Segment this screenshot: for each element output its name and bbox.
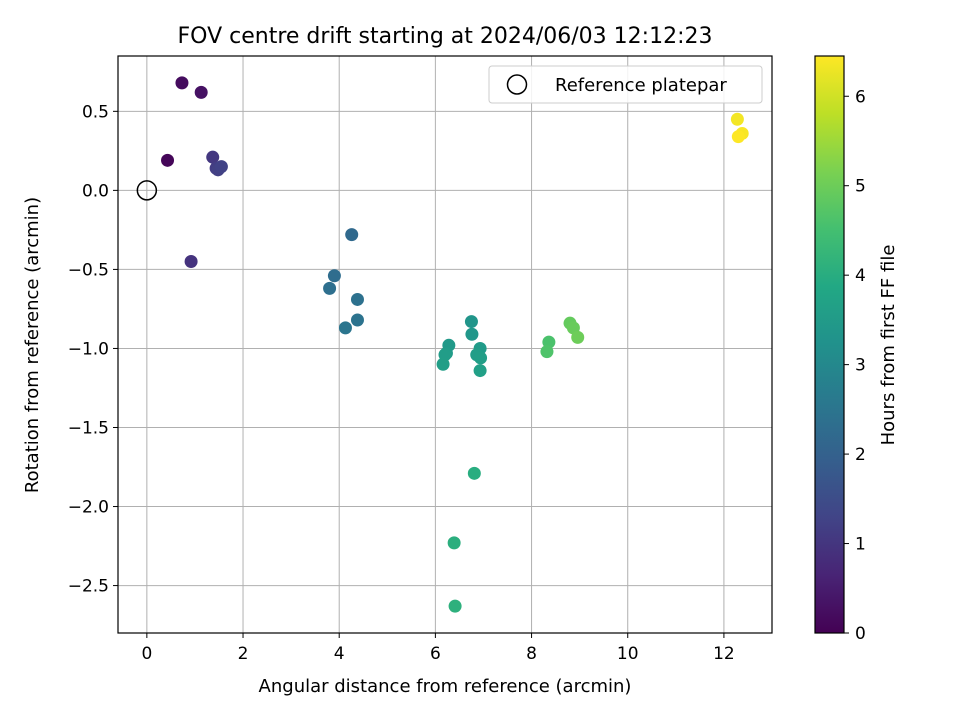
data-point [467, 466, 481, 480]
data-point [338, 321, 352, 335]
y-tick-label: −2.5 [68, 577, 109, 597]
data-point [206, 150, 220, 164]
x-axis-label: Angular distance from reference (arcmin) [259, 676, 632, 697]
x-tick-label: 10 [617, 644, 639, 664]
data-point [448, 599, 462, 613]
colorbar-tick-label: 0 [855, 624, 866, 644]
legend-marker-icon [506, 74, 528, 95]
y-axis-ticks: 0.5 0.0 −0.5 −1.0 −1.5 −2.0 −2.5 [68, 102, 118, 597]
legend-label: Reference platepar [555, 75, 727, 96]
data-point [447, 536, 461, 550]
colorbar-ticks: 0 1 2 3 4 5 6 [844, 87, 866, 644]
data-point [731, 130, 745, 144]
colorbar-gradient [814, 55, 845, 634]
reference-platepar-marker [136, 180, 158, 201]
data-point [345, 228, 359, 242]
x-tick-label: 8 [526, 644, 537, 664]
data-point [184, 255, 198, 269]
colorbar-tick-label: 3 [855, 356, 866, 376]
plot-frame [117, 55, 773, 634]
data-point [465, 327, 479, 341]
colorbar-tick-label: 5 [855, 177, 866, 197]
y-tick-label: 0.5 [82, 102, 109, 122]
data-point [436, 357, 450, 371]
chart-title: FOV centre drift starting at 2024/06/03 … [178, 24, 713, 49]
data-point [214, 160, 228, 174]
data-point [175, 76, 189, 90]
data-point [571, 330, 585, 344]
x-tick-label: 2 [238, 644, 249, 664]
y-tick-label: −2.0 [68, 498, 109, 518]
colorbar-label: Hours from first FF file [878, 245, 899, 446]
x-axis-ticks: 0 2 4 6 8 10 12 [141, 633, 735, 664]
data-point [350, 313, 364, 327]
y-tick-label: 0.0 [82, 181, 109, 201]
colorbar-tick-label: 6 [855, 87, 866, 107]
y-axis-label: Rotation from reference (arcmin) [22, 197, 43, 493]
data-point [194, 85, 208, 99]
y-tick-label: −1.0 [68, 339, 109, 359]
y-tick-label: −0.5 [68, 260, 109, 280]
data-points [161, 76, 749, 613]
data-point [540, 345, 554, 359]
y-tick-label: −1.5 [68, 418, 109, 438]
legend: Reference platepar [488, 65, 763, 104]
colorbar-tick-label: 1 [855, 535, 866, 555]
colorbar-tick-label: 2 [855, 445, 866, 465]
colorbar: 0 1 2 3 4 5 6 Hours from first FF file [814, 55, 899, 644]
data-point [464, 315, 478, 329]
x-tick-label: 6 [430, 644, 441, 664]
data-point [474, 351, 488, 365]
data-point [350, 292, 364, 306]
grid-lines [118, 56, 772, 633]
x-tick-label: 4 [334, 644, 345, 664]
plot-area [117, 55, 773, 634]
legend-box [488, 65, 763, 104]
data-point [323, 281, 337, 295]
x-tick-label: 12 [713, 644, 735, 664]
x-tick-label: 0 [141, 644, 152, 664]
data-point [327, 269, 341, 283]
data-point [730, 112, 744, 126]
data-point [473, 364, 487, 378]
data-point [161, 153, 175, 167]
colorbar-tick-label: 4 [855, 266, 866, 286]
